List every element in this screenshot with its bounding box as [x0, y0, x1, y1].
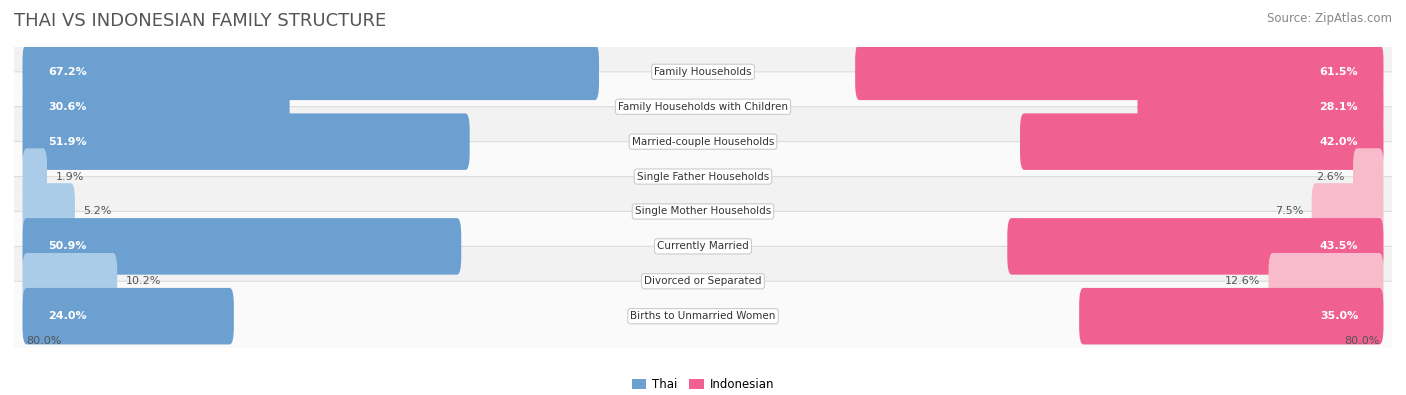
Text: Single Mother Households: Single Mother Households: [636, 207, 770, 216]
FancyBboxPatch shape: [22, 253, 117, 310]
FancyBboxPatch shape: [22, 113, 470, 170]
FancyBboxPatch shape: [1353, 148, 1384, 205]
FancyBboxPatch shape: [22, 148, 46, 205]
FancyBboxPatch shape: [6, 211, 1400, 281]
Text: Family Households: Family Households: [654, 67, 752, 77]
FancyBboxPatch shape: [6, 142, 1400, 211]
FancyBboxPatch shape: [6, 37, 1400, 107]
FancyBboxPatch shape: [1312, 183, 1384, 240]
Text: THAI VS INDONESIAN FAMILY STRUCTURE: THAI VS INDONESIAN FAMILY STRUCTURE: [14, 12, 387, 30]
Text: 42.0%: 42.0%: [1319, 137, 1358, 147]
Text: 51.9%: 51.9%: [48, 137, 87, 147]
FancyBboxPatch shape: [22, 43, 599, 100]
Text: 5.2%: 5.2%: [83, 207, 111, 216]
Text: Births to Unmarried Women: Births to Unmarried Women: [630, 311, 776, 321]
FancyBboxPatch shape: [22, 288, 233, 344]
Text: 67.2%: 67.2%: [48, 67, 87, 77]
FancyBboxPatch shape: [6, 107, 1400, 177]
FancyBboxPatch shape: [6, 246, 1400, 316]
FancyBboxPatch shape: [1007, 218, 1384, 275]
Text: 80.0%: 80.0%: [27, 336, 62, 346]
Text: 43.5%: 43.5%: [1320, 241, 1358, 251]
FancyBboxPatch shape: [22, 218, 461, 275]
FancyBboxPatch shape: [6, 72, 1400, 142]
Text: 12.6%: 12.6%: [1225, 276, 1260, 286]
Text: 2.6%: 2.6%: [1316, 171, 1344, 182]
FancyBboxPatch shape: [1080, 288, 1384, 344]
Text: Family Households with Children: Family Households with Children: [619, 102, 787, 112]
Text: 80.0%: 80.0%: [1344, 336, 1379, 346]
Text: 30.6%: 30.6%: [48, 102, 86, 112]
Text: 10.2%: 10.2%: [125, 276, 162, 286]
Text: Single Father Households: Single Father Households: [637, 171, 769, 182]
Text: 28.1%: 28.1%: [1319, 102, 1358, 112]
Legend: Thai, Indonesian: Thai, Indonesian: [627, 373, 779, 395]
Text: 7.5%: 7.5%: [1275, 207, 1303, 216]
Text: 1.9%: 1.9%: [55, 171, 84, 182]
Text: Divorced or Separated: Divorced or Separated: [644, 276, 762, 286]
FancyBboxPatch shape: [855, 43, 1384, 100]
FancyBboxPatch shape: [1137, 79, 1384, 135]
FancyBboxPatch shape: [6, 281, 1400, 351]
FancyBboxPatch shape: [22, 183, 75, 240]
FancyBboxPatch shape: [1268, 253, 1384, 310]
FancyBboxPatch shape: [6, 177, 1400, 246]
Text: 24.0%: 24.0%: [48, 311, 87, 321]
FancyBboxPatch shape: [1019, 113, 1384, 170]
FancyBboxPatch shape: [22, 79, 290, 135]
Text: Source: ZipAtlas.com: Source: ZipAtlas.com: [1267, 12, 1392, 25]
Text: 35.0%: 35.0%: [1320, 311, 1358, 321]
Text: 50.9%: 50.9%: [48, 241, 86, 251]
Text: Married-couple Households: Married-couple Households: [631, 137, 775, 147]
Text: 61.5%: 61.5%: [1319, 67, 1358, 77]
Text: Currently Married: Currently Married: [657, 241, 749, 251]
